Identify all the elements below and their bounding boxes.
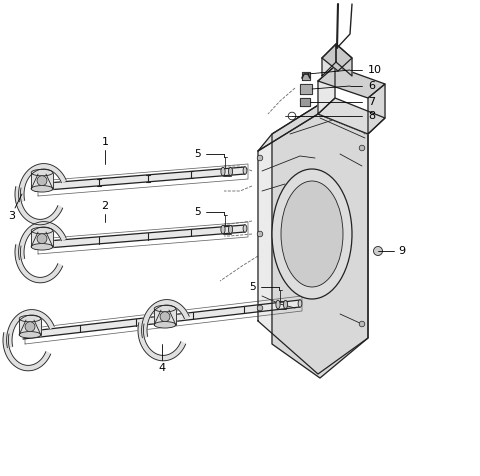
- Text: 5: 5: [250, 282, 256, 292]
- Polygon shape: [35, 225, 245, 249]
- Circle shape: [257, 305, 263, 311]
- Polygon shape: [19, 164, 66, 202]
- Text: 5: 5: [195, 207, 201, 217]
- Text: 1: 1: [101, 137, 108, 147]
- Polygon shape: [31, 173, 53, 189]
- Polygon shape: [142, 299, 189, 338]
- Ellipse shape: [276, 300, 280, 309]
- Circle shape: [37, 234, 47, 244]
- Ellipse shape: [298, 300, 302, 307]
- Text: 3: 3: [9, 211, 15, 221]
- Circle shape: [37, 176, 47, 186]
- Ellipse shape: [243, 167, 247, 174]
- Circle shape: [373, 247, 383, 256]
- Polygon shape: [23, 300, 300, 339]
- Text: 6: 6: [368, 81, 375, 91]
- Text: 7: 7: [368, 97, 375, 107]
- Ellipse shape: [221, 225, 225, 234]
- Text: 10: 10: [368, 65, 382, 75]
- Polygon shape: [258, 104, 368, 151]
- Polygon shape: [258, 114, 368, 374]
- Ellipse shape: [243, 225, 247, 232]
- Ellipse shape: [154, 306, 176, 312]
- Polygon shape: [138, 323, 186, 361]
- Polygon shape: [35, 167, 245, 191]
- Polygon shape: [300, 84, 312, 94]
- Circle shape: [160, 312, 170, 322]
- Ellipse shape: [31, 169, 53, 176]
- Text: 5: 5: [195, 149, 201, 159]
- Ellipse shape: [154, 322, 176, 328]
- Ellipse shape: [272, 169, 352, 299]
- Ellipse shape: [283, 300, 288, 308]
- Ellipse shape: [228, 226, 233, 234]
- Ellipse shape: [221, 167, 225, 176]
- Ellipse shape: [19, 332, 41, 338]
- Polygon shape: [19, 318, 41, 335]
- Circle shape: [359, 145, 365, 151]
- Polygon shape: [318, 66, 385, 98]
- Polygon shape: [322, 44, 352, 71]
- Text: 4: 4: [158, 363, 166, 373]
- Polygon shape: [272, 104, 368, 378]
- Polygon shape: [300, 98, 310, 106]
- Circle shape: [257, 231, 263, 237]
- Polygon shape: [318, 98, 385, 134]
- Polygon shape: [302, 72, 310, 80]
- Ellipse shape: [31, 186, 53, 192]
- Polygon shape: [154, 308, 176, 325]
- Text: 2: 2: [101, 201, 108, 211]
- Polygon shape: [15, 245, 63, 283]
- Polygon shape: [7, 309, 54, 348]
- Polygon shape: [318, 66, 335, 114]
- Ellipse shape: [19, 316, 41, 322]
- Text: 8: 8: [368, 111, 375, 121]
- Polygon shape: [3, 333, 51, 371]
- Circle shape: [25, 322, 35, 332]
- Polygon shape: [31, 230, 53, 247]
- Ellipse shape: [281, 181, 343, 287]
- Polygon shape: [368, 84, 385, 134]
- Circle shape: [359, 321, 365, 327]
- Polygon shape: [19, 222, 66, 260]
- Polygon shape: [322, 44, 336, 76]
- Polygon shape: [336, 44, 352, 76]
- Ellipse shape: [31, 228, 53, 234]
- Ellipse shape: [228, 168, 233, 176]
- Ellipse shape: [31, 244, 53, 250]
- Text: 9: 9: [398, 246, 405, 256]
- Circle shape: [257, 155, 263, 161]
- Polygon shape: [15, 187, 63, 225]
